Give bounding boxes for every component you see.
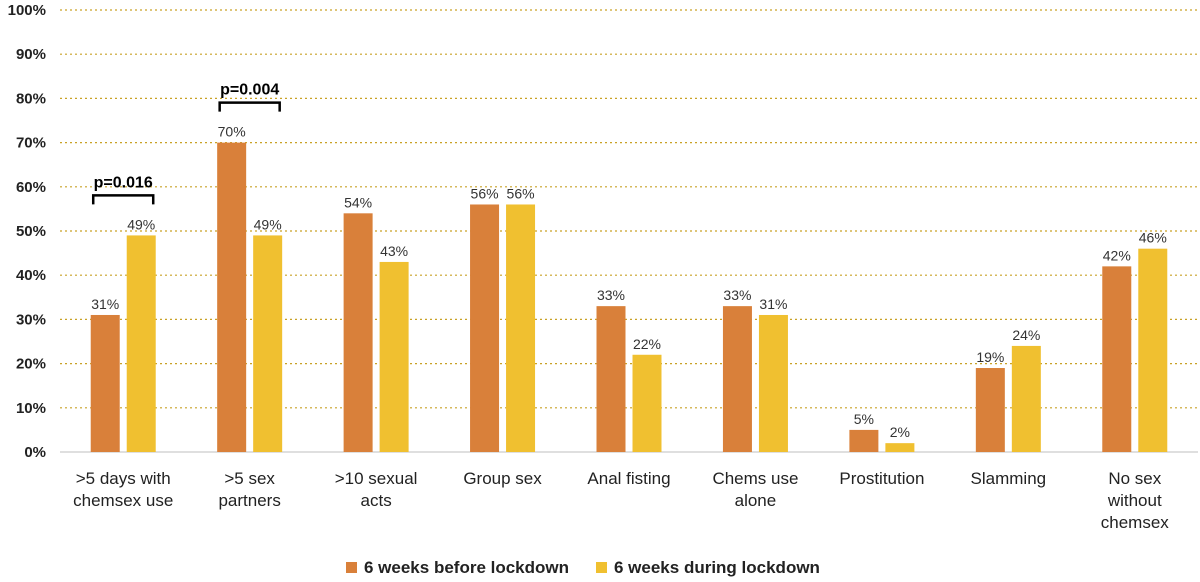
y-tick-label: 70%: [16, 135, 46, 152]
bar: [506, 204, 536, 452]
bar: [1138, 248, 1168, 452]
y-tick-label: 80%: [16, 90, 46, 107]
y-tick-label: 90%: [16, 46, 46, 63]
x-tick-label: Slamming: [971, 469, 1047, 488]
y-tick-label: 0%: [24, 444, 46, 461]
bar: [1102, 266, 1132, 452]
bar: [632, 354, 662, 452]
bar: [253, 235, 283, 452]
y-tick-label: 100%: [8, 2, 46, 19]
bar: [379, 261, 409, 452]
x-tick-label: >10 sexual acts: [335, 469, 418, 510]
data-label: 49%: [127, 216, 155, 232]
y-tick-label: 50%: [16, 223, 46, 240]
data-label: 5%: [854, 411, 874, 427]
legend-swatch: [346, 562, 357, 573]
data-label: 31%: [91, 296, 119, 312]
x-tick-label: Anal fisting: [587, 469, 670, 488]
bar: [849, 429, 879, 452]
x-tick-label: >5 sex partners: [218, 469, 280, 510]
data-label: 24%: [1012, 327, 1040, 343]
legend: 6 weeks before lockdown 6 weeks during lo…: [346, 558, 820, 577]
significance-annotations: p=0.016 p=0.004: [91, 82, 281, 205]
bar: [1011, 345, 1041, 452]
legend-label: 6 weeks during lockdown: [614, 558, 820, 577]
p-value-label: p=0.016: [94, 174, 153, 191]
data-label: 19%: [976, 349, 1004, 365]
bar: [758, 314, 788, 452]
bar: [470, 204, 500, 452]
data-labels: 31% 49% 70% 49% 54% 43% 56% 56% 33% 22% 33% 31% 5% 2%…: [91, 124, 1167, 441]
data-label: 33%: [597, 287, 625, 303]
bar: [885, 443, 915, 452]
data-label: 56%: [471, 185, 499, 201]
bar: [217, 142, 247, 452]
data-label: 31%: [759, 296, 787, 312]
x-tick-label: Prostitution: [839, 469, 924, 488]
legend-label: 6 weeks before lockdown: [364, 558, 569, 577]
bar: [975, 368, 1005, 452]
data-label: 2%: [890, 424, 910, 440]
bar: [343, 213, 373, 452]
data-label: 42%: [1103, 247, 1131, 263]
significance-bracket: [218, 101, 281, 112]
data-label: 33%: [723, 287, 751, 303]
data-label: 46%: [1139, 230, 1167, 246]
y-tick-label: 30%: [16, 311, 46, 328]
p-value-label: p=0.004: [220, 82, 279, 99]
x-tick-label: No sex without chemsex: [1101, 469, 1170, 532]
x-axis-tick-labels: >5 days with chemsex use >5 sex partners >10…: [73, 469, 1169, 532]
y-tick-label: 60%: [16, 179, 46, 196]
x-tick-label: Group sex: [463, 469, 542, 488]
bar: [90, 314, 120, 452]
y-tick-label: 40%: [16, 267, 46, 284]
data-label: 43%: [380, 243, 408, 259]
x-tick-label: Chems use alone: [712, 469, 798, 510]
data-label: 70%: [218, 124, 246, 140]
data-label: 22%: [633, 336, 661, 352]
grid-lines: [60, 9, 1198, 453]
data-label: 49%: [254, 216, 282, 232]
x-tick-label: >5 days with chemsex use: [73, 469, 173, 510]
bar: [126, 235, 156, 452]
y-tick-label: 20%: [16, 356, 46, 373]
significance-bracket: [91, 194, 155, 205]
data-label: 56%: [507, 185, 535, 201]
y-tick-label: 10%: [16, 400, 46, 417]
data-label: 54%: [344, 194, 372, 210]
bar: [596, 306, 626, 452]
y-axis-tick-labels: 0% 10% 20% 30% 40% 50% 60% 70% 80% 90% 100%: [8, 2, 46, 461]
bars: [90, 142, 1168, 452]
legend-swatch: [596, 562, 607, 573]
bar: [722, 306, 752, 452]
